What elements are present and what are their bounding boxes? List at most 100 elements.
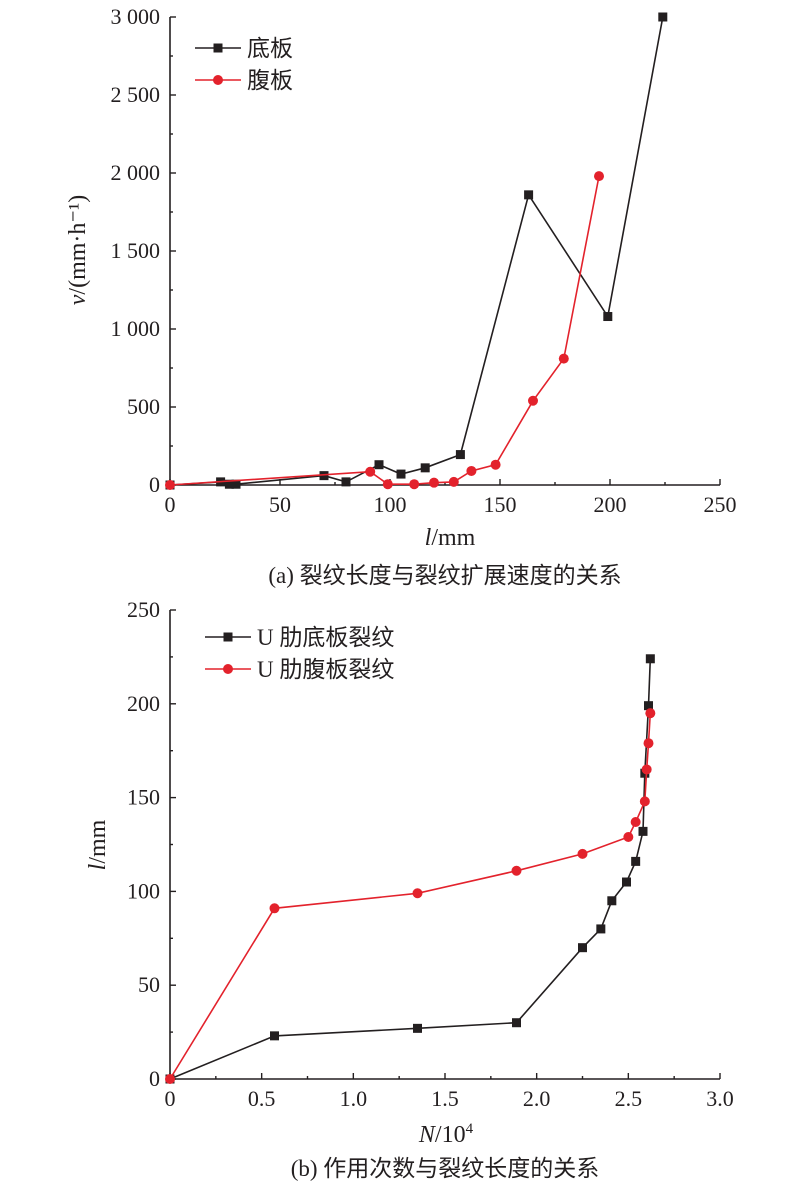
data-point xyxy=(429,477,439,488)
data-point xyxy=(645,654,655,664)
data-point xyxy=(165,480,175,490)
legend-label: 腹板 xyxy=(247,68,293,93)
data-point xyxy=(596,924,606,934)
x-tick-label: 2.0 xyxy=(523,1086,551,1111)
data-point xyxy=(466,465,477,476)
chart-b-ylabel: l/mm xyxy=(85,819,111,870)
series-line xyxy=(169,175,600,486)
chart-b-crack-length-vs-cycles: 0 0.5 1.0 1.5 2.0 2.5 3.0 0 50 100 150 200 250 U 肋底… xyxy=(85,597,734,1181)
chart-a-xticks: 0 50 100 150 200 250 xyxy=(165,479,737,517)
series-line xyxy=(169,16,664,486)
data-point xyxy=(420,463,430,473)
legend-label: 底板 xyxy=(247,36,293,61)
data-point xyxy=(319,471,329,481)
data-point xyxy=(448,476,459,487)
x-tick-label: 200 xyxy=(594,492,627,517)
data-point xyxy=(622,877,631,887)
series-2 xyxy=(165,171,604,490)
y-tick-label: 2 500 xyxy=(111,82,161,107)
data-point xyxy=(341,477,351,487)
y-tick-label: 1 500 xyxy=(111,238,161,263)
x-tick-label: 0.5 xyxy=(248,1086,276,1111)
chart-b-axes xyxy=(169,610,720,1080)
data-point xyxy=(224,479,234,489)
y-tick-label: 500 xyxy=(127,394,160,419)
series-2 xyxy=(165,708,656,1084)
data-point xyxy=(641,764,652,775)
legend-marker xyxy=(223,664,233,674)
data-point xyxy=(490,459,501,470)
data-point xyxy=(365,466,376,477)
legend-label: U 肋底板裂纹 xyxy=(257,625,394,650)
data-point xyxy=(631,856,641,866)
x-tick-label: 250 xyxy=(704,492,737,517)
y-tick-label: 1 000 xyxy=(111,316,161,341)
data-point xyxy=(643,738,654,749)
chart-a-xlabel: l/mm xyxy=(425,525,476,551)
data-point xyxy=(455,450,465,460)
data-point xyxy=(594,171,604,182)
data-point xyxy=(512,1018,521,1028)
x-tick-label: 3.0 xyxy=(706,1086,734,1111)
y-tick-label: 150 xyxy=(127,785,160,810)
x-tick-label: 2.5 xyxy=(615,1086,643,1111)
data-point xyxy=(658,12,668,22)
data-point xyxy=(382,479,393,490)
series-line xyxy=(169,713,652,1080)
x-tick-label: 1.5 xyxy=(431,1086,459,1111)
chart-b-legend: U 肋底板裂纹 U 肋腹板裂纹 xyxy=(205,625,394,682)
data-point xyxy=(638,826,648,836)
data-point xyxy=(413,1023,422,1033)
y-tick-label: 2 000 xyxy=(111,160,161,185)
data-point xyxy=(623,831,634,842)
data-point xyxy=(630,816,641,827)
series-1 xyxy=(165,654,655,1084)
y-tick-label: 0 xyxy=(149,1066,160,1091)
chart-b-xticks: 0 0.5 1.0 1.5 2.0 2.5 3.0 xyxy=(165,1073,734,1111)
data-point xyxy=(607,896,617,906)
y-tick-label: 200 xyxy=(127,691,160,716)
chart-b-series xyxy=(165,654,656,1084)
legend-marker xyxy=(223,632,233,642)
x-tick-label: 100 xyxy=(374,492,407,517)
data-point xyxy=(603,312,613,322)
y-tick-label: 250 xyxy=(127,597,160,622)
y-tick-label: 100 xyxy=(127,878,160,903)
data-point xyxy=(644,701,653,711)
chart-a-crack-growth-rate: 0 50 100 150 200 250 0 500 1 000 1 500 2 000 2 500… xyxy=(65,4,737,588)
x-tick-label: 0 xyxy=(165,1086,176,1111)
chart-b-yticks: 0 50 100 150 200 250 xyxy=(127,597,176,1091)
data-point xyxy=(558,353,569,364)
y-tick-label: 0 xyxy=(149,472,160,497)
data-point xyxy=(645,708,656,719)
data-point xyxy=(511,865,522,876)
data-point xyxy=(412,888,423,899)
data-point xyxy=(524,190,534,200)
legend-marker xyxy=(213,43,223,53)
y-tick-label: 50 xyxy=(138,972,160,997)
x-tick-label: 1.0 xyxy=(340,1086,368,1111)
data-point xyxy=(409,479,420,490)
chart-a-series xyxy=(165,12,668,490)
chart-a-yticks: 0 500 1 000 1 500 2 000 2 500 3 000 xyxy=(111,4,176,497)
y-tick-label: 3 000 xyxy=(111,4,161,29)
data-point xyxy=(528,395,538,406)
legend-label: U 肋腹板裂纹 xyxy=(257,657,394,682)
data-point xyxy=(374,460,384,470)
chart-a-ylabel: v/(mm·h⁻¹) xyxy=(65,195,91,306)
x-tick-label: 150 xyxy=(484,492,517,517)
data-point xyxy=(577,848,588,859)
chart-a-caption: (a) 裂纹长度与裂纹扩展速度的关系 xyxy=(268,563,621,588)
chart-b-xlabel: N/104 xyxy=(418,1121,474,1148)
data-point xyxy=(639,796,650,807)
data-point xyxy=(231,479,241,489)
data-point xyxy=(269,903,280,914)
series-line xyxy=(169,658,652,1080)
data-point xyxy=(165,1074,175,1084)
legend-marker xyxy=(213,75,223,85)
x-tick-label: 50 xyxy=(269,492,291,517)
data-point xyxy=(396,469,406,479)
data-point xyxy=(270,1031,279,1041)
